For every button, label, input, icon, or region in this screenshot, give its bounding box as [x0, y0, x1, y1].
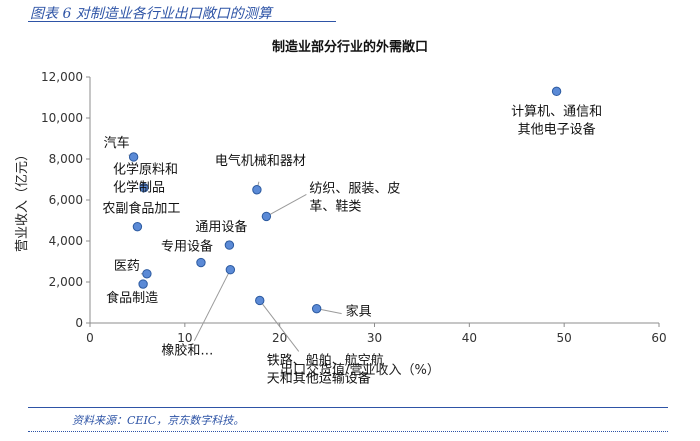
point-label-line: 革、鞋类 — [309, 198, 361, 214]
point-label-line: 橡胶和… — [161, 343, 213, 359]
x-tick-label: 0 — [86, 331, 94, 345]
point-label-line: 其他电子设备 — [518, 121, 596, 137]
point-label-line: 专用设备 — [161, 239, 213, 255]
figure-title: 图表 6 对制造业各行业出口敞口的测算 — [30, 6, 272, 22]
point-label-line: 化学制品 — [113, 180, 165, 196]
data-point — [225, 265, 236, 275]
data-point — [128, 152, 139, 162]
scatter-chart: 0 2,000 4,000 6,000 8,000 10,000 12,000 0 10 20 30… — [15, 39, 667, 386]
point-label-line: 家具 — [346, 304, 372, 320]
y-tick-label: 4,000 — [49, 234, 83, 248]
y-tick-label: 0 — [75, 316, 83, 330]
point-label: 计算机、通信和其他电子设备 — [511, 104, 602, 137]
y-tick-label: 2,000 — [49, 275, 83, 289]
figure-header: 图表 6 对制造业各行业出口敞口的测算 — [0, 0, 700, 24]
x-tick-label: 20 — [272, 331, 287, 345]
point-label: 化学原料和化学制品 — [113, 162, 178, 196]
chart-title: 制造业部分行业的外需敞口 — [272, 39, 428, 55]
data-point — [132, 221, 143, 232]
y-tick-label: 12,000 — [41, 70, 83, 84]
leader-line — [259, 300, 300, 352]
point-label: 专用设备 — [161, 239, 213, 255]
data-point — [551, 86, 562, 97]
data-point — [196, 257, 206, 268]
axes: 0 2,000 4,000 6,000 8,000 10,000 12,000 0 10 20 30… — [15, 70, 667, 378]
point-label: 农副食品加工 — [102, 201, 180, 217]
data-point — [138, 279, 148, 289]
y-axis-title: 营业收入（亿元） — [15, 148, 30, 252]
point-label: 医药 — [114, 259, 140, 274]
y-tick-label: 8,000 — [49, 152, 83, 166]
x-tick-label: 30 — [367, 331, 382, 345]
y-tick-label: 6,000 — [49, 193, 83, 207]
data-point — [252, 185, 262, 195]
leader-line — [266, 193, 307, 217]
footer-dotted-rule — [28, 431, 668, 432]
point-label-line: 汽车 — [104, 135, 130, 151]
point-label-line: 医药 — [114, 259, 140, 274]
data-point — [224, 240, 235, 250]
figure-footer: 资料来源：CEIC，京东数字科技。 — [28, 407, 668, 434]
point-label: 食品制造 — [106, 290, 158, 306]
point-label: 橡胶和… — [161, 343, 213, 359]
data-point — [139, 183, 149, 193]
x-tick-label: 10 — [177, 331, 192, 345]
point-label: 汽车 — [104, 135, 130, 151]
point-label-line: 通用设备 — [195, 219, 247, 235]
data-point — [311, 303, 322, 314]
point-label: 电气机械和器材 — [215, 153, 306, 169]
point-label-line: 铁路、船舶、航空航 — [267, 352, 384, 368]
x-tick-label: 50 — [557, 331, 572, 345]
data-point — [255, 295, 265, 306]
point-label-line: 纺织、服装、皮 — [309, 181, 400, 196]
point-label: 纺织、服装、皮革、鞋类 — [309, 181, 400, 214]
point-label: 家具 — [346, 304, 372, 320]
title-underline — [28, 21, 336, 22]
point-label-line: 天和其他运输设备 — [267, 370, 371, 386]
point-label: 通用设备 — [195, 219, 247, 235]
point-label-line: 食品制造 — [106, 290, 158, 306]
point-label: 铁路、船舶、航空航天和其他运输设备 — [267, 352, 384, 386]
x-axis-title: 出口交货值/营业收入（%） — [280, 362, 440, 378]
data-points — [128, 86, 562, 314]
x-tick-label: 40 — [462, 331, 477, 345]
data-point — [261, 211, 272, 222]
point-label-line: 农副食品加工 — [102, 201, 180, 217]
source-note: 资料来源：CEIC，京东数字科技。 — [72, 414, 245, 427]
x-tick-label: 60 — [651, 331, 666, 345]
data-point — [142, 269, 152, 279]
leader-line — [193, 269, 231, 341]
point-label-line: 计算机、通信和 — [511, 104, 602, 119]
point-label-line: 化学原料和 — [113, 162, 178, 178]
point-label-line: 电气机械和器材 — [215, 153, 306, 169]
y-tick-label: 10,000 — [41, 111, 83, 125]
